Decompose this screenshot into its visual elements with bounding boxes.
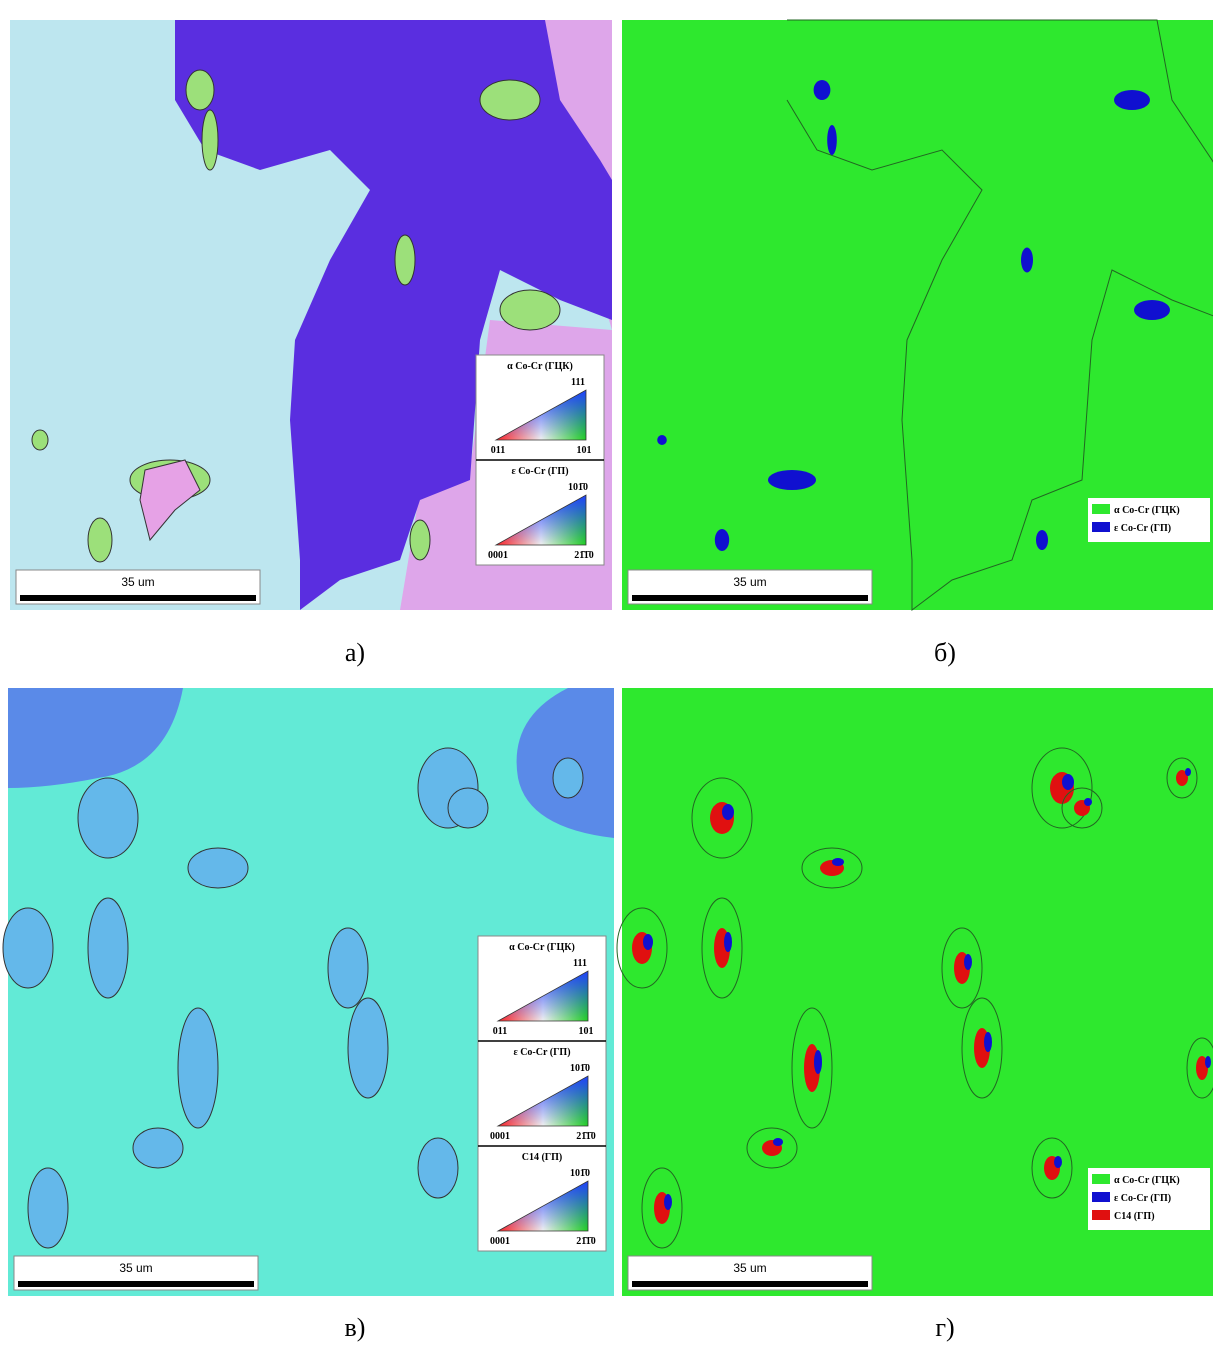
panel-label: а) — [345, 638, 365, 667]
grain — [32, 430, 48, 450]
grain — [724, 932, 732, 952]
grain — [178, 1008, 218, 1128]
grain — [1021, 248, 1033, 273]
grain — [664, 1194, 672, 1210]
scale-bar — [632, 1281, 868, 1287]
grain — [78, 778, 138, 858]
grain — [1134, 300, 1170, 320]
scale-bar-label: 35 um — [121, 575, 154, 589]
ipf-label: 21̄1̄0 — [576, 1131, 595, 1142]
grain — [1054, 1156, 1062, 1168]
grain — [188, 848, 248, 888]
panel-label: в) — [345, 1313, 366, 1342]
panel: 35 um α Co-Cr (ГЦК) 111 011 101 ε Co-Cr (ГП)1… — [10, 20, 612, 610]
ipf-label: 0001 — [490, 1131, 510, 1142]
figure: 35 umα Co-Cr (ГЦК)111011101ε Co-Cr (ГП)1… — [0, 0, 1213, 1348]
grain — [832, 858, 844, 866]
grain — [715, 529, 729, 551]
ipf-label: 101 — [577, 445, 592, 456]
grain — [1062, 774, 1074, 790]
grain — [88, 518, 112, 562]
grain — [500, 290, 560, 330]
grain — [395, 235, 415, 285]
grain — [814, 1050, 822, 1074]
ipf-label: 101̄0 — [570, 1063, 590, 1074]
grain — [984, 1032, 992, 1052]
legend-title: ε Co-Cr (ГП) — [513, 1047, 570, 1058]
scale-bar-label: 35 um — [733, 575, 766, 589]
legend-title: C14 (ГП) — [522, 1152, 563, 1163]
grain — [133, 1128, 183, 1168]
panel-label: б) — [934, 638, 956, 667]
grain — [1036, 530, 1048, 550]
legend-swatch — [1092, 1174, 1110, 1184]
ipf-label: 0001 — [488, 550, 508, 561]
legend-title: ε Co-Cr (ГП) — [511, 466, 568, 477]
legend-label: α Co-Cr (ГЦК) — [1114, 1175, 1180, 1186]
grain — [28, 1168, 68, 1248]
scale-bar-label: 35 um — [733, 1261, 766, 1275]
grain — [1205, 1056, 1211, 1068]
grain — [448, 788, 488, 828]
ipf-label: 101̄0 — [568, 482, 588, 493]
grain — [1114, 90, 1150, 110]
panel-label: г) — [935, 1313, 954, 1342]
grain — [3, 908, 53, 988]
grain — [773, 1138, 783, 1146]
scale-bar — [20, 595, 256, 601]
grain — [202, 110, 218, 170]
grain — [88, 898, 128, 998]
scale-bar — [18, 1281, 254, 1287]
grain — [348, 998, 388, 1098]
legend-label: ε Co-Cr (ГП) — [1114, 1193, 1171, 1204]
ipf-label: 21̄1̄0 — [576, 1236, 595, 1247]
scale-bar-label: 35 um — [119, 1261, 152, 1275]
panel: 35 um α Co-Cr (ГЦК) ε Co-Cr (ГП) — [622, 20, 1213, 610]
grain — [643, 934, 653, 950]
grain — [553, 758, 583, 798]
ipf-label: 21̄1̄0 — [574, 550, 593, 561]
grain — [827, 125, 837, 155]
panel: 35 um α Co-Cr (ГЦК) ε Co-Cr (ГП) C14 (ГП) — [617, 688, 1213, 1296]
grain — [964, 954, 972, 970]
ipf-label: 111 — [571, 377, 585, 388]
grain — [1084, 798, 1092, 806]
scale-bar — [632, 595, 868, 601]
legend-swatch — [1092, 522, 1110, 532]
grain — [768, 470, 816, 490]
grain — [657, 435, 667, 445]
legend-swatch — [1092, 1192, 1110, 1202]
grain — [328, 928, 368, 1008]
ipf-label: 111 — [573, 958, 587, 969]
grain — [722, 804, 734, 820]
legend-swatch — [1092, 1210, 1110, 1220]
legend-label: ε Co-Cr (ГП) — [1114, 523, 1171, 534]
legend-label: α Co-Cr (ГЦК) — [1114, 505, 1180, 516]
grain — [410, 520, 430, 560]
ipf-label: 011 — [493, 1026, 507, 1037]
legend-label: C14 (ГП) — [1114, 1211, 1155, 1222]
grain — [1185, 768, 1191, 776]
legend-title: α Co-Cr (ГЦК) — [507, 361, 573, 372]
ipf-label: 101̄0 — [570, 1168, 590, 1179]
grain — [480, 80, 540, 120]
ipf-label: 101 — [579, 1026, 594, 1037]
legend-swatch — [1092, 504, 1110, 514]
legend-title: α Co-Cr (ГЦК) — [509, 942, 575, 953]
grain — [418, 1138, 458, 1198]
ipf-label: 011 — [491, 445, 505, 456]
ipf-label: 0001 — [490, 1236, 510, 1247]
grain — [186, 70, 214, 110]
grain — [814, 80, 831, 100]
